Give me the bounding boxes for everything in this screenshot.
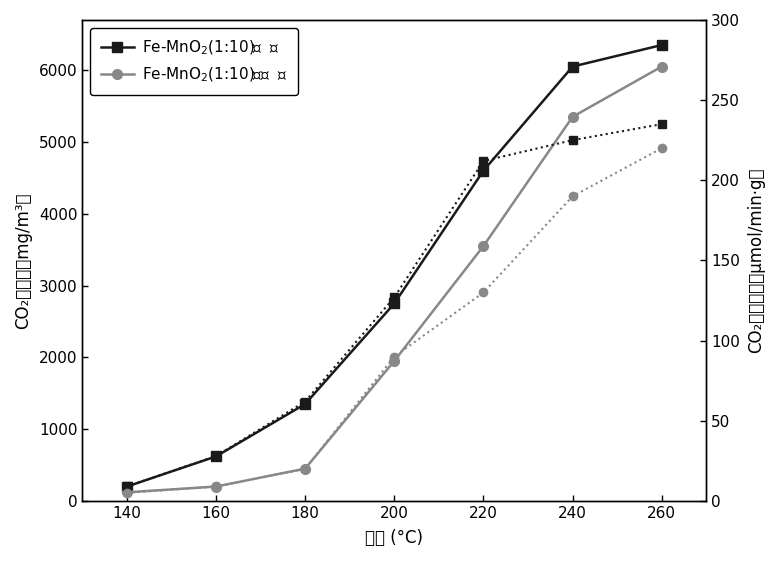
- Fe-MnO$_2$(1:10)不加  光: [657, 63, 666, 70]
- Fe-MnO$_2$(1:10)加  光: [479, 167, 488, 174]
- X-axis label: 温度 (°C): 温度 (°C): [365, 529, 423, 547]
- Fe-MnO$_2$(1:10)不加  光: [568, 113, 577, 120]
- Line: Fe-MnO$_2$(1:10)加  光: Fe-MnO$_2$(1:10)加 光: [122, 40, 667, 491]
- Legend: Fe-MnO$_2$(1:10)加  光, Fe-MnO$_2$(1:10)不加  光: Fe-MnO$_2$(1:10)加 光, Fe-MnO$_2$(1:10)不加 …: [90, 27, 298, 95]
- Fe-MnO$_2$(1:10)不加  光: [479, 243, 488, 250]
- Y-axis label: CO₂生成速率（μmol/min·g）: CO₂生成速率（μmol/min·g）: [747, 168, 765, 353]
- Line: Fe-MnO$_2$(1:10)不加  光: Fe-MnO$_2$(1:10)不加 光: [122, 62, 667, 497]
- Y-axis label: CO₂生成量（mg/m³）: CO₂生成量（mg/m³）: [14, 192, 32, 329]
- Fe-MnO$_2$(1:10)加  光: [122, 483, 132, 490]
- Fe-MnO$_2$(1:10)不加  光: [301, 465, 310, 472]
- Fe-MnO$_2$(1:10)不加  光: [390, 357, 399, 364]
- Fe-MnO$_2$(1:10)加  光: [211, 453, 220, 460]
- Fe-MnO$_2$(1:10)加  光: [301, 401, 310, 407]
- Fe-MnO$_2$(1:10)加  光: [657, 42, 666, 48]
- Fe-MnO$_2$(1:10)不加  光: [211, 483, 220, 490]
- Fe-MnO$_2$(1:10)加  光: [390, 300, 399, 307]
- Fe-MnO$_2$(1:10)不加  光: [122, 489, 132, 496]
- Fe-MnO$_2$(1:10)加  光: [568, 63, 577, 70]
